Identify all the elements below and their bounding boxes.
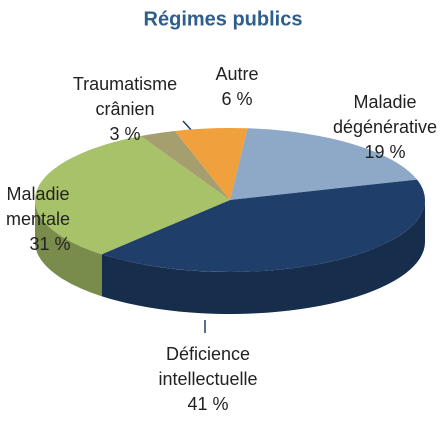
slice-label: Autre [215,64,258,84]
slice [101,179,426,272]
value-label: 41 % [187,394,228,414]
value-label: 3 % [109,124,140,144]
value-label: 19 % [364,142,405,162]
value-label: 31 % [29,234,70,254]
slice [34,135,230,255]
slice-label: Maladie mentale [6,184,70,229]
slice-side [35,200,102,297]
slice [230,128,418,200]
slice-label: Déficience intellectuelle [158,344,257,389]
slice-side [101,200,425,314]
slice-label: Traumatisme crânien [73,74,177,119]
pie-sides [35,200,425,314]
value-label: 6 % [221,89,252,109]
slice-label: Maladie dégénérative [333,92,437,137]
slice [140,130,230,200]
chart-title: Régimes publics [144,8,303,30]
pie-tops [34,127,426,272]
slice [174,127,248,200]
